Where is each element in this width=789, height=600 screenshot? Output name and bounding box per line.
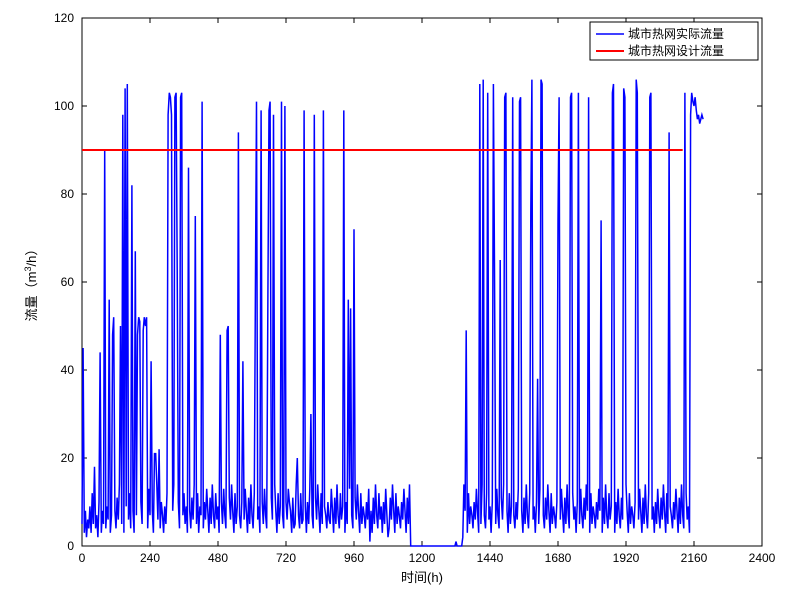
svg-text:960: 960 <box>344 551 364 565</box>
svg-text:城市热网实际流量: 城市热网实际流量 <box>628 26 724 41</box>
svg-text:2400: 2400 <box>749 551 776 565</box>
svg-text:1920: 1920 <box>613 551 640 565</box>
flow-chart: 0 240 480 720 960 1200 1440 1680 1920 2160 2400 0 20… <box>0 0 789 595</box>
svg-text:720: 720 <box>276 551 296 565</box>
svg-text:1680: 1680 <box>545 551 572 565</box>
svg-text:20: 20 <box>61 451 75 465</box>
svg-text:40: 40 <box>61 363 75 377</box>
svg-text:0: 0 <box>79 551 86 565</box>
svg-text:流量（m3/h）: 流量（m3/h） <box>23 243 39 322</box>
svg-text:2160: 2160 <box>681 551 708 565</box>
chart-svg: 0 240 480 720 960 1200 1440 1680 1920 2160 2400 0 20… <box>0 0 789 595</box>
svg-text:240: 240 <box>140 551 160 565</box>
svg-text:480: 480 <box>208 551 228 565</box>
svg-text:时间(h): 时间(h) <box>401 570 443 585</box>
svg-text:1200: 1200 <box>409 551 436 565</box>
svg-text:120: 120 <box>54 11 74 25</box>
svg-text:100: 100 <box>54 99 74 113</box>
svg-text:0: 0 <box>67 539 74 553</box>
svg-text:60: 60 <box>61 275 75 289</box>
svg-text:80: 80 <box>61 187 75 201</box>
svg-text:1440: 1440 <box>477 551 504 565</box>
svg-text:城市热网设计流量: 城市热网设计流量 <box>628 43 724 58</box>
